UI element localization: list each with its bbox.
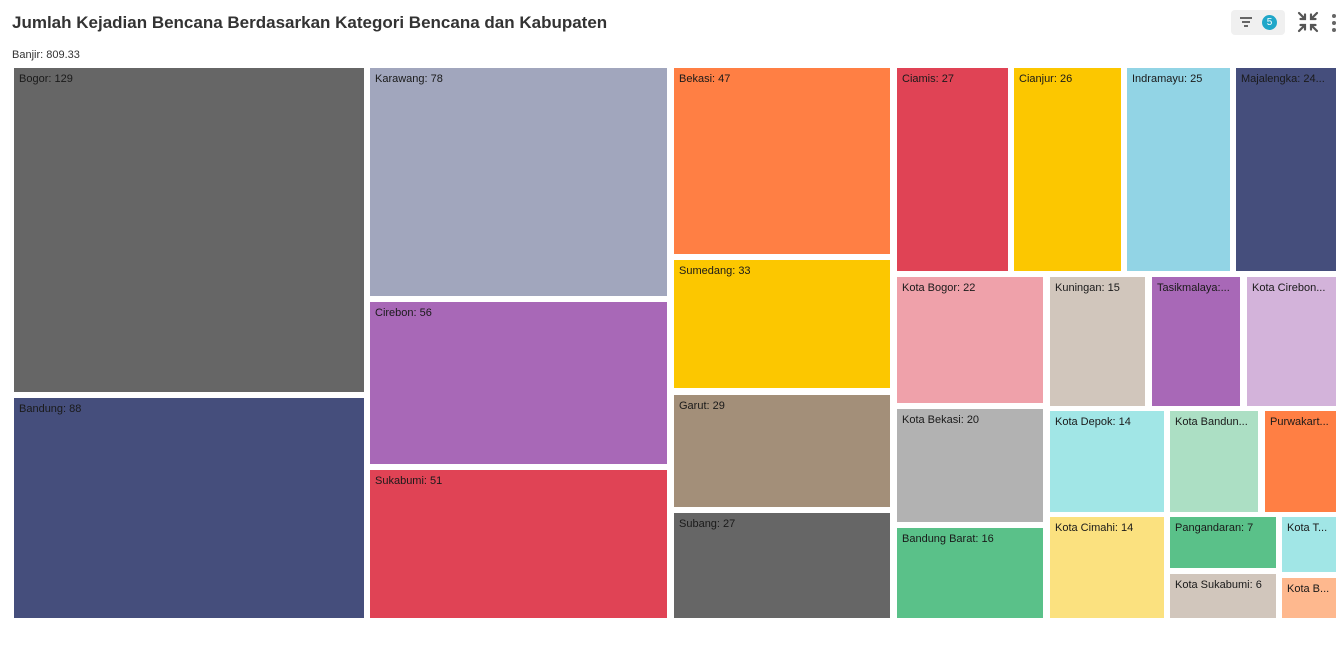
group-label: Banjir: 809.33 bbox=[12, 49, 80, 61]
filter-button[interactable]: 5 bbox=[1231, 10, 1285, 35]
treemap-cell-sumedang[interactable] bbox=[674, 260, 890, 388]
treemap-cell-garut[interactable] bbox=[674, 395, 890, 507]
treemap-cell-bekasi[interactable] bbox=[674, 68, 890, 254]
treemap-cell-karawang[interactable] bbox=[370, 68, 667, 296]
treemap-cell-kota-bekasi[interactable] bbox=[897, 409, 1043, 522]
treemap-cell-bogor[interactable] bbox=[14, 68, 364, 392]
treemap-cell-kuningan[interactable] bbox=[1050, 277, 1145, 406]
more-vert-button[interactable] bbox=[1331, 14, 1337, 32]
treemap-cell-indramayu[interactable] bbox=[1127, 68, 1230, 271]
treemap-cell-subang[interactable] bbox=[674, 513, 890, 618]
treemap-cell-kota-bogor[interactable] bbox=[897, 277, 1043, 403]
treemap-cell-kota-sukabumi[interactable] bbox=[1170, 574, 1276, 618]
treemap-cell-kota-cirebon[interactable] bbox=[1247, 277, 1336, 406]
treemap-cell-kota-banjar[interactable] bbox=[1282, 578, 1336, 618]
treemap-cell-purwakarta[interactable] bbox=[1265, 411, 1336, 512]
treemap-cell-kota-tasikmalaya[interactable] bbox=[1282, 517, 1336, 572]
treemap-cell-sukabumi[interactable] bbox=[370, 470, 667, 618]
chart-title: Jumlah Kejadian Bencana Berdasarkan Kate… bbox=[12, 13, 608, 32]
treemap-cell-tasikmalaya[interactable] bbox=[1152, 277, 1240, 406]
collapse-icon bbox=[1297, 11, 1319, 33]
treemap-cell-ciamis[interactable] bbox=[897, 68, 1008, 271]
treemap-cell-pangandaran[interactable] bbox=[1170, 517, 1276, 568]
treemap-cell-bandung-barat[interactable] bbox=[897, 528, 1043, 618]
treemap-cell-bandung[interactable] bbox=[14, 398, 364, 618]
filter-count-badge: 5 bbox=[1262, 15, 1277, 30]
treemap-cell-kota-bandung[interactable] bbox=[1170, 411, 1258, 512]
treemap-cell-kota-depok[interactable] bbox=[1050, 411, 1164, 512]
filter-icon bbox=[1240, 17, 1252, 27]
treemap-cell-majalengka[interactable] bbox=[1236, 68, 1336, 271]
treemap-cell-cirebon[interactable] bbox=[370, 302, 667, 464]
treemap-cell-cianjur[interactable] bbox=[1014, 68, 1121, 271]
collapse-button[interactable] bbox=[1297, 11, 1319, 33]
treemap-cell-kota-cimahi[interactable] bbox=[1050, 517, 1164, 618]
